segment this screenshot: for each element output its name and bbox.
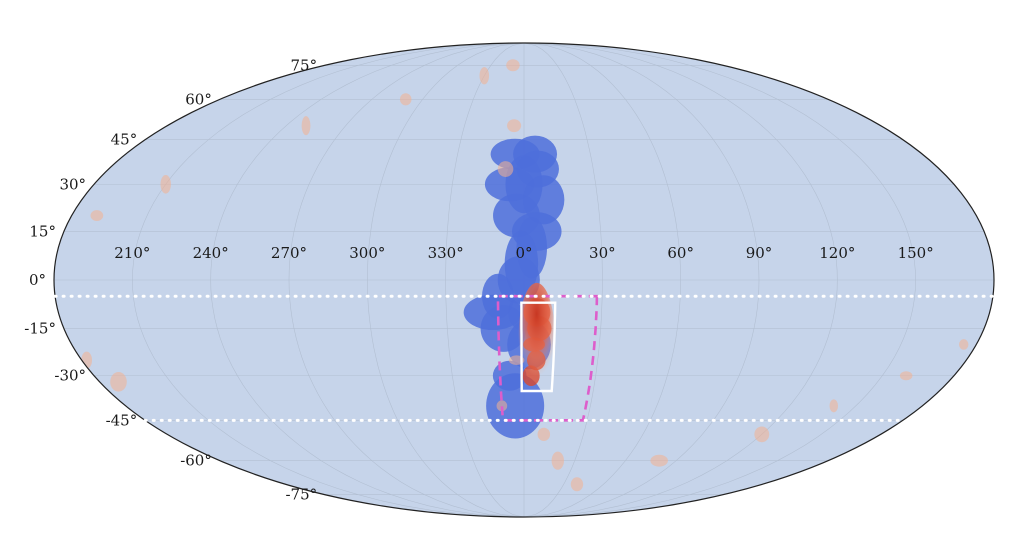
- longitude-tick-label: 300°: [349, 244, 385, 262]
- longitude-tick-label: 270°: [271, 244, 307, 262]
- density-point: [486, 373, 545, 439]
- longitude-tick-label: 90°: [746, 244, 773, 262]
- density-point: [301, 116, 311, 136]
- density-point: [570, 477, 584, 492]
- grid-meridian: [131, 43, 525, 517]
- density-point: [504, 230, 539, 297]
- grid-meridian: [523, 43, 838, 517]
- density-point: [507, 119, 522, 133]
- grid-meridian: [523, 43, 603, 517]
- longitude-tick-label: 0°: [515, 244, 532, 262]
- outer-dashed-region: [496, 294, 599, 422]
- density-point: [399, 93, 412, 106]
- density-point: [522, 175, 565, 225]
- grid-meridian: [210, 43, 525, 517]
- latitude-tick-label: -45°: [106, 411, 138, 429]
- longitude-tick-label: 150°: [898, 244, 934, 262]
- density-point: [497, 161, 514, 177]
- longitude-tick-label: 30°: [589, 244, 616, 262]
- latitude-tick-label: -75°: [285, 486, 317, 504]
- density-point: [754, 426, 770, 443]
- latitude-tick-label: 30°: [59, 175, 86, 193]
- longitude-tick-label: 60°: [667, 244, 694, 262]
- latitude-tick-label: 0°: [29, 271, 46, 289]
- latitude-tick-label: 15°: [29, 222, 56, 240]
- longitude-tick-label: 240°: [193, 244, 229, 262]
- sky-border: [53, 42, 995, 518]
- density-marks: [81, 59, 969, 492]
- density-point: [463, 294, 523, 331]
- dotted-latitude-lines: [53, 294, 995, 422]
- longitude-tick-labels: 150° 120° 90° 60° 30° 0° 330° 300° 270° 240° 210°: [114, 244, 933, 262]
- density-point: [496, 400, 508, 412]
- grid-meridian: [523, 43, 760, 517]
- highlighted-regions: [496, 294, 599, 422]
- density-point: [110, 372, 127, 392]
- latitude-tick-label: 45°: [111, 131, 138, 149]
- latitude-tick-label: 75°: [291, 56, 318, 74]
- density-point: [551, 451, 564, 470]
- latitude-tick-label: -15°: [24, 320, 56, 338]
- latitude-tick-label: -60°: [180, 452, 212, 470]
- density-core: [518, 282, 555, 387]
- density-point: [506, 59, 520, 72]
- density-point: [899, 371, 913, 381]
- density-point: [537, 427, 551, 441]
- inner-solid-region: [520, 301, 557, 393]
- grid-meridian: [366, 43, 525, 517]
- grid-meridian: [523, 43, 682, 517]
- density-point: [516, 150, 559, 188]
- longitude-tick-label: 330°: [428, 244, 464, 262]
- density-point: [650, 454, 668, 467]
- density-point: [90, 210, 104, 221]
- latitude-tick-labels: 75° 60° 45° 30° 15° 0° -15° -30° -45° -60° -75°: [24, 56, 317, 503]
- density-point: [479, 67, 490, 85]
- latitude-tick-label: -30°: [54, 367, 86, 385]
- grid-meridian: [288, 43, 525, 517]
- density-point: [829, 399, 839, 413]
- density-point: [959, 339, 969, 350]
- grid-meridian: [523, 43, 917, 517]
- density-point: [160, 174, 171, 194]
- longitude-tick-label: 210°: [114, 244, 150, 262]
- grid-meridian: [445, 43, 525, 517]
- latitude-tick-label: 60°: [185, 90, 212, 108]
- longitude-tick-label: 120°: [819, 244, 855, 262]
